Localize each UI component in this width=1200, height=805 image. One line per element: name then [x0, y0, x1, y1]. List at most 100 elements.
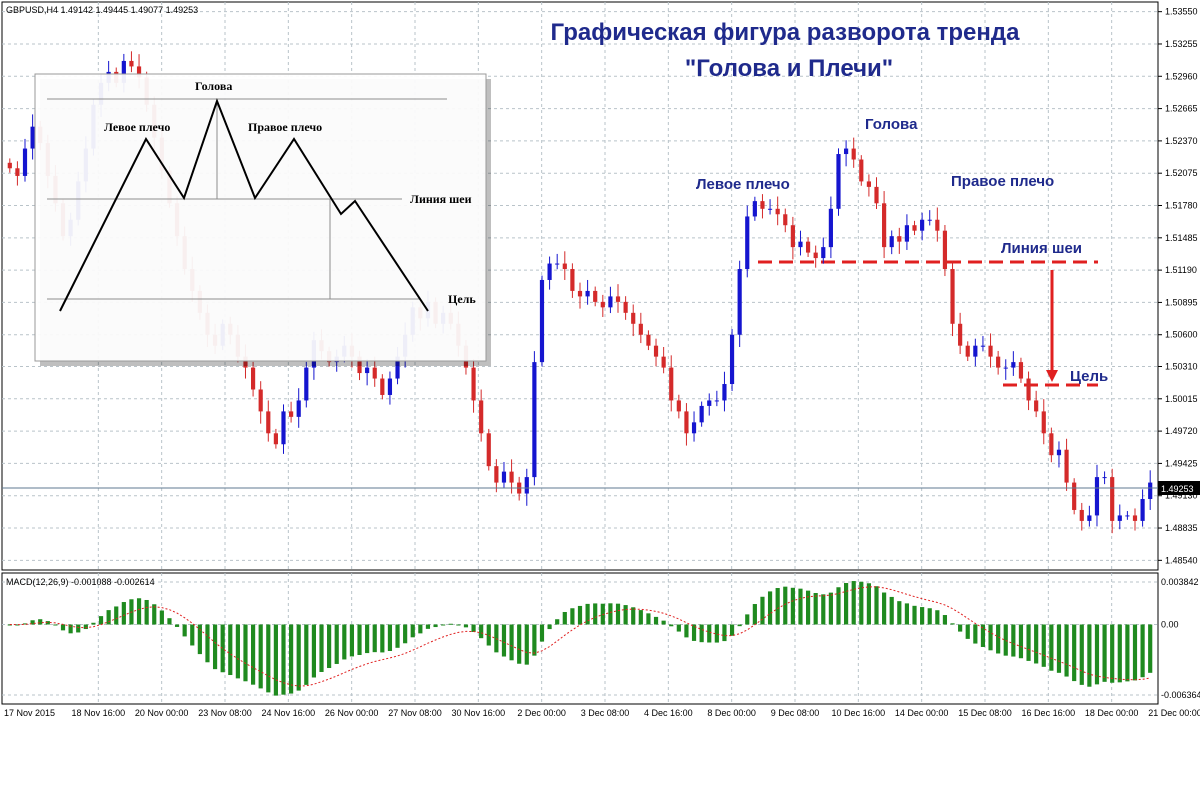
price-tick-label: 1.51190 — [1165, 265, 1197, 275]
bear-candle — [965, 345, 970, 357]
macd-bar — [1034, 624, 1039, 664]
time-tick-label: 26 Nov 00:00 — [325, 708, 379, 718]
macd-bar — [197, 624, 202, 655]
macd-bar — [707, 624, 712, 643]
macd-bar — [874, 586, 879, 625]
macd-bar — [897, 601, 902, 625]
bear-candle — [600, 301, 605, 308]
time-tick-label: 17 Nov 2015 — [4, 708, 55, 718]
price-tick-label: 1.53550 — [1165, 7, 1198, 17]
macd-bar — [517, 624, 522, 664]
price-tick-label: 1.50895 — [1165, 297, 1198, 307]
macd-bar — [577, 605, 583, 625]
time-axis-labels: 17 Nov 2015 18 Nov 16:00 20 Nov 00:00 23 No… — [4, 708, 1200, 718]
bull-candle — [1011, 362, 1016, 368]
macd-bar — [182, 624, 187, 637]
macd-bar — [752, 604, 757, 625]
macd-bar — [996, 624, 1001, 654]
bull-candle — [798, 241, 803, 248]
macd-bar — [334, 624, 339, 664]
bull-candle — [585, 290, 590, 297]
time-tick-label: 10 Dec 16:00 — [832, 708, 886, 718]
bear-candle — [250, 367, 256, 390]
macd-bar — [205, 624, 210, 663]
macd-bar — [152, 604, 157, 625]
macd-bar — [942, 615, 948, 625]
bear-candle — [243, 356, 248, 368]
price-tick-label: 1.50015 — [1165, 394, 1198, 404]
macd-bar — [767, 591, 773, 625]
macd-bar — [889, 596, 894, 625]
bull-candle — [927, 219, 932, 221]
macd-bar — [289, 624, 294, 694]
bear-candle — [266, 411, 271, 434]
bear-candle — [357, 356, 362, 374]
macd-bar — [228, 624, 233, 676]
bear-candle — [615, 296, 621, 302]
macd-bar — [190, 624, 195, 646]
bear-candle — [882, 203, 887, 248]
bear-candle — [942, 230, 948, 270]
bull-candle — [821, 247, 826, 259]
macd-bar — [1072, 624, 1077, 682]
bull-candle — [737, 269, 742, 335]
macd-tick-label: -0.006364 — [1161, 690, 1200, 700]
neckline-annotation: Линия шеи — [1001, 240, 1082, 257]
macd-bar — [403, 624, 408, 644]
bull-candle — [920, 219, 925, 231]
bull-candle — [121, 60, 126, 83]
bear-candle — [958, 323, 963, 346]
macd-bar — [114, 606, 119, 625]
macd-bar — [30, 620, 35, 625]
inset-head-label: Голова — [195, 79, 232, 93]
macd-bar — [1087, 624, 1092, 687]
macd-bar — [623, 605, 628, 625]
macd-bar — [1132, 624, 1138, 681]
macd-bar — [144, 599, 149, 625]
price-tick-label: 1.49720 — [1165, 426, 1198, 436]
bull-candle — [722, 384, 727, 401]
macd-bar — [357, 624, 362, 655]
bear-candle — [775, 208, 780, 215]
price-tick-label: 1.49425 — [1165, 458, 1198, 468]
macd-label: MACD(12,26,9) -0.001088 -0.002614 — [6, 577, 155, 587]
macd-bar — [904, 603, 910, 625]
time-tick-label: 15 Dec 08:00 — [958, 708, 1012, 718]
right-shoulder-annotation: Правое плечо — [951, 173, 1054, 190]
macd-bar — [83, 624, 88, 630]
macd-bar — [714, 624, 719, 643]
bull-candle — [729, 334, 735, 385]
macd-bar — [1117, 624, 1122, 683]
time-tick-label: 2 Dec 00:00 — [517, 708, 566, 718]
macd-bar — [486, 624, 491, 646]
price-tick-label: 1.49130 — [1165, 491, 1198, 501]
macd-bar — [851, 581, 856, 625]
inset-right-shoulder-label: Правое плечо — [248, 120, 322, 134]
bull-candle — [304, 367, 309, 401]
macd-bar — [311, 624, 316, 678]
bear-candle — [129, 60, 134, 67]
bear-candle — [935, 219, 940, 231]
macd-bar — [638, 610, 643, 625]
macd-bar — [456, 624, 461, 626]
macd-bar — [1110, 624, 1115, 683]
bear-candle — [783, 214, 788, 226]
macd-bar — [68, 624, 73, 634]
price-tick-label: 1.51780 — [1165, 201, 1198, 211]
macd-bar — [250, 624, 256, 685]
bull-candle — [828, 208, 833, 248]
macd-tick-label: 0.00 — [1161, 620, 1179, 630]
bull-candle — [699, 405, 704, 423]
bear-candle — [1041, 411, 1046, 434]
bull-candle — [387, 378, 393, 395]
macd-bar — [691, 624, 697, 641]
macd-tick-label: 0.003842 — [1161, 577, 1199, 587]
macd-bar — [684, 624, 689, 638]
bear-candle — [471, 367, 476, 401]
bear-candle — [1110, 477, 1115, 521]
time-tick-label: 24 Nov 16:00 — [262, 708, 316, 718]
bear-candle — [661, 356, 666, 368]
target-arrow — [1046, 270, 1058, 382]
price-tick-label: 1.52370 — [1165, 136, 1198, 146]
